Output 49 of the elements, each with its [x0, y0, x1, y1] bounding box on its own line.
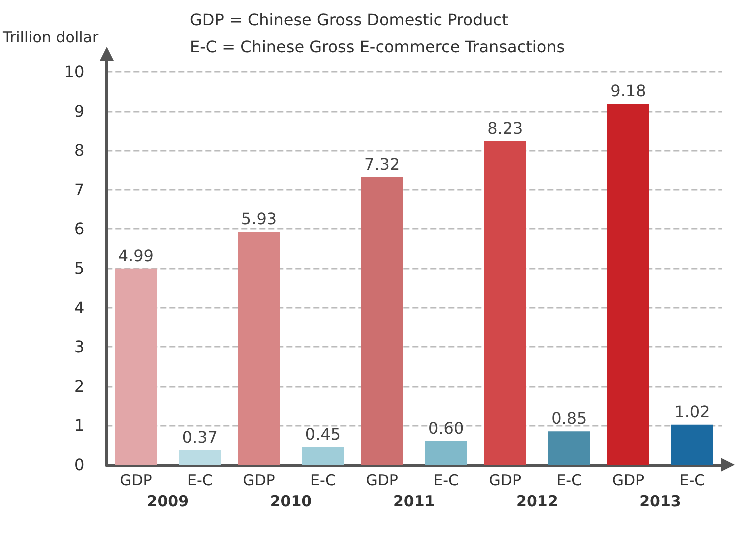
y-tick-label: 7 [74, 180, 85, 200]
data-label: 4.99 [118, 246, 154, 266]
bar [607, 104, 650, 465]
y-tick-label: 0 [74, 456, 85, 474]
text: GDP = Chinese Gross Domestic Product [190, 10, 508, 30]
bar [484, 142, 526, 465]
data-label: 1.02 [674, 402, 710, 422]
x-tick-label: 2009 [147, 492, 190, 510]
y-tick-label: 4 [74, 298, 85, 318]
data-label: 0.85 [552, 409, 588, 428]
bar [179, 450, 222, 465]
bar [115, 268, 158, 465]
y-tick-label: 3 [74, 338, 85, 357]
text: GDP [489, 472, 522, 490]
y-tick-label: 6 [74, 220, 85, 239]
y-tick-label: 9 [74, 102, 85, 121]
x-tick-label: 2013 [640, 492, 682, 510]
text: E-C [556, 472, 582, 490]
data-label: 7.32 [364, 154, 400, 174]
text: E-C [310, 472, 336, 490]
text: GDP [366, 472, 398, 490]
x-tick-label: 2010 [270, 492, 312, 510]
bar [361, 177, 404, 465]
data-label: 5.93 [241, 209, 278, 228]
text: GDP [612, 472, 645, 490]
text: E-C = Chinese Gross E-commerce Transactions [190, 38, 566, 56]
data-label: 0.60 [428, 418, 464, 438]
text: E-C [434, 472, 460, 490]
x-tick-label: 2012 [516, 492, 558, 510]
bar [302, 447, 344, 465]
series-label: GDP [120, 472, 152, 490]
bar [425, 441, 468, 465]
y-tick-label: 1 [74, 416, 85, 436]
text: E-C [680, 472, 706, 490]
data-label: 0.45 [305, 424, 342, 444]
data-label: 9.18 [610, 82, 646, 101]
bar [548, 432, 590, 465]
series-label: E-C [187, 472, 213, 490]
bar [238, 232, 280, 465]
y-tick-label: 5 [74, 259, 85, 278]
text: GDP [243, 472, 276, 490]
y-axis-title: Trillion dollar [2, 28, 100, 46]
data-label: 0.37 [182, 428, 218, 447]
y-tick-label: 2 [74, 376, 85, 396]
y-tick-label: 10 [64, 62, 85, 82]
y-tick-label: 8 [74, 141, 85, 160]
data-label: 8.23 [488, 119, 524, 138]
bar [671, 424, 714, 465]
x-tick-label: 2011 [393, 492, 436, 510]
